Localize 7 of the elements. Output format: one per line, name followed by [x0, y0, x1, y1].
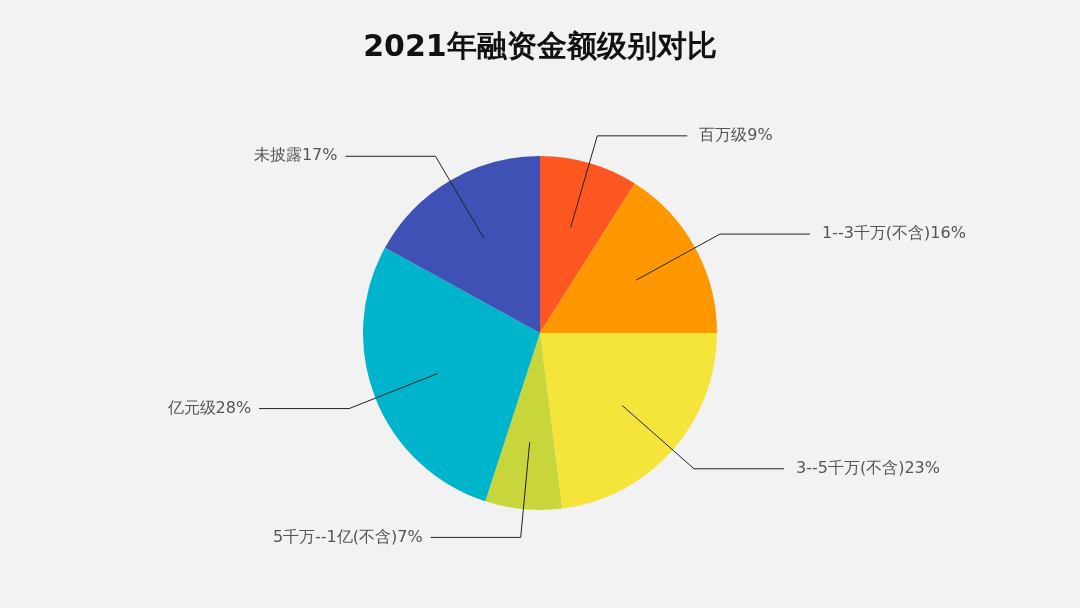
slice-label: 百万级9% [699, 124, 773, 144]
slice-label: 亿元级28% [166, 397, 252, 417]
slice-label: 3--5千万(不含)23% [796, 457, 940, 477]
slice-label: 未披露17% [253, 145, 338, 165]
slice-label: 5千万--1亿(不含)7% [272, 526, 423, 546]
chart-title: 2021年融资金额级别对比 [362, 27, 718, 65]
slice-label: 1--3千万(不含)16% [821, 223, 966, 243]
